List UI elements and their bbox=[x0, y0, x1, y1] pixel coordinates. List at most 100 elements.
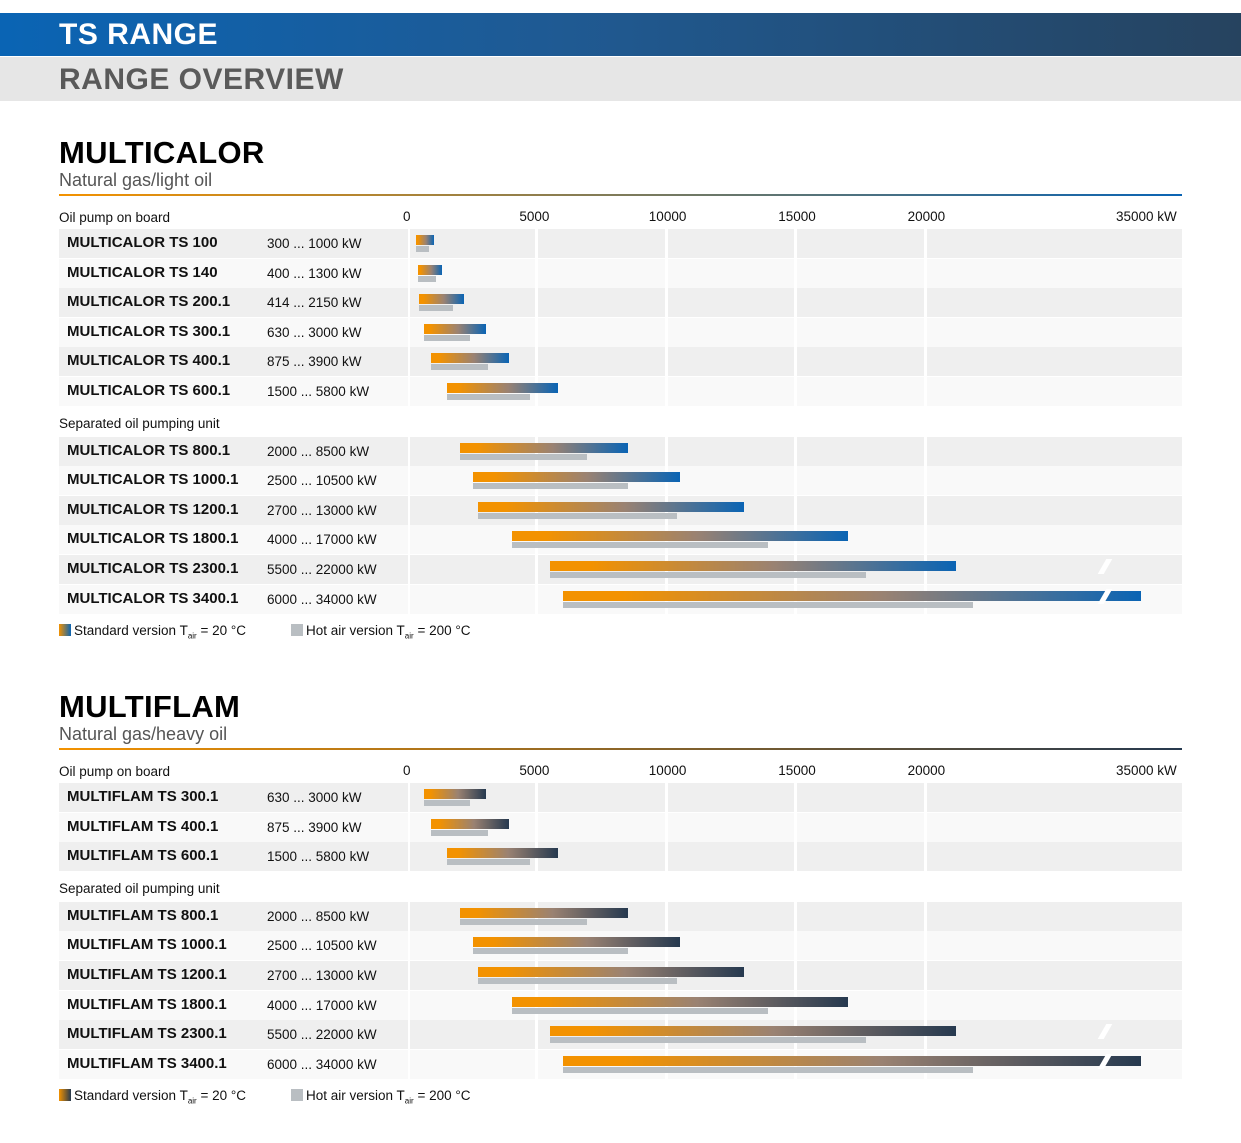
hot-air-bar bbox=[446, 394, 530, 400]
standard-bar bbox=[472, 937, 680, 948]
table-row: MULTIFLAM TS 1000.1 2500 ... 10500 kW bbox=[59, 931, 1182, 961]
standard-bar bbox=[511, 996, 848, 1007]
gridline bbox=[794, 931, 798, 961]
standard-bar bbox=[477, 967, 745, 977]
output-range: 5500 ... 22000 kW bbox=[267, 1027, 377, 1043]
gridline bbox=[923, 901, 927, 931]
legend-swatch-hot-air bbox=[291, 624, 303, 637]
row-label-bg bbox=[59, 1020, 408, 1050]
hot-air-bar bbox=[418, 275, 437, 282]
row-label-bg bbox=[59, 990, 408, 1020]
gridline bbox=[794, 377, 798, 406]
output-range: 2700 ... 13000 kW bbox=[267, 968, 377, 983]
hot-air-bar bbox=[430, 829, 489, 836]
gridline bbox=[664, 842, 668, 872]
output-range: 630 ... 3000 kW bbox=[267, 790, 362, 805]
table-row: MULTIFLAM TS 800.1 2000 ... 8500 kW bbox=[59, 901, 1182, 931]
group-label: Separated oil pumping unit bbox=[59, 415, 220, 431]
legend-item-standard: Standard version Tair = 20 °C bbox=[59, 1088, 247, 1107]
gridline bbox=[794, 317, 798, 347]
x-tick-label: 15000 bbox=[778, 763, 816, 778]
gridline bbox=[535, 317, 539, 347]
gridline bbox=[923, 495, 927, 525]
x-tick-label: 5000 bbox=[519, 209, 550, 224]
gridline bbox=[664, 436, 668, 466]
model-name: MULTIFLAM TS 2300.1 bbox=[67, 1025, 227, 1043]
gridline bbox=[794, 347, 798, 377]
output-range: 414 ... 2150 kW bbox=[267, 295, 362, 311]
legend-suffix: = 20 °C bbox=[196, 1088, 247, 1104]
hot-air-bar bbox=[459, 918, 587, 925]
table-row: MULTIFLAM TS 2300.1 5500 ... 22000 kW bbox=[59, 1020, 1182, 1050]
model-name: MULTICALOR TS 800.1 bbox=[67, 441, 231, 459]
output-range: 630 ... 3000 kW bbox=[267, 324, 362, 340]
gridline bbox=[923, 783, 927, 812]
gridline bbox=[664, 901, 668, 931]
model-name: MULTICALOR TS 1000.1 bbox=[67, 471, 239, 489]
standard-bar bbox=[446, 383, 559, 393]
chart-subtitle: Natural gas/heavy oil bbox=[59, 724, 228, 744]
gridline bbox=[535, 783, 539, 812]
model-name: MULTICALOR TS 600.1 bbox=[67, 382, 231, 399]
legend-swatch-standard bbox=[59, 1089, 71, 1102]
standard-bar bbox=[424, 789, 486, 799]
gridline bbox=[923, 961, 927, 990]
title-rule bbox=[59, 748, 1182, 750]
gridline bbox=[535, 258, 539, 288]
output-range: 2000 ... 8500 kW bbox=[267, 908, 370, 924]
gridline bbox=[535, 555, 539, 584]
gridline bbox=[923, 990, 927, 1020]
gridline bbox=[923, 812, 927, 842]
gridline bbox=[664, 229, 668, 258]
table-row: MULTICALOR TS 300.1 630 ... 3000 kW bbox=[59, 317, 1182, 347]
output-range: 875 ... 3900 kW bbox=[267, 354, 362, 370]
x-tick-label: 0 bbox=[403, 763, 411, 778]
row-label-bg bbox=[59, 555, 408, 584]
title-banner: TS RANGE bbox=[0, 13, 1241, 56]
output-range: 2500 ... 10500 kW bbox=[267, 938, 377, 954]
standard-bar bbox=[550, 561, 957, 571]
model-name: MULTICALOR TS 400.1 bbox=[67, 352, 231, 370]
model-name: MULTIFLAM TS 1000.1 bbox=[67, 936, 227, 954]
hot-air-bar bbox=[550, 1037, 867, 1044]
standard-bar bbox=[415, 235, 434, 245]
x-tick-label: 15000 bbox=[778, 209, 816, 224]
gridline bbox=[923, 931, 927, 961]
table-row: MULTICALOR TS 600.1 1500 ... 5800 kW bbox=[59, 377, 1182, 406]
row-label-bg bbox=[59, 1049, 408, 1079]
table-row: MULTIFLAM TS 1800.1 4000 ... 17000 kW bbox=[59, 990, 1182, 1020]
standard-bar bbox=[511, 531, 848, 542]
hot-air-bar bbox=[418, 305, 454, 312]
gridline bbox=[535, 1049, 539, 1079]
model-name: MULTICALOR TS 1200.1 bbox=[67, 500, 239, 518]
legend-label: Standard version T bbox=[74, 1088, 188, 1104]
row-label-bg bbox=[59, 584, 408, 614]
gridline bbox=[794, 783, 798, 812]
legend: Standard version Tair = 20 °C Hot air ver… bbox=[59, 1088, 471, 1107]
legend-label: Hot air version T bbox=[306, 1088, 405, 1104]
model-name: MULTICALOR TS 100 bbox=[67, 234, 218, 251]
gridline bbox=[923, 317, 927, 347]
hot-air-bar bbox=[424, 334, 471, 341]
hot-air-bar bbox=[472, 483, 628, 490]
gridline bbox=[923, 436, 927, 466]
hot-air-bar bbox=[430, 364, 489, 371]
gridline bbox=[794, 466, 798, 496]
gridline bbox=[794, 495, 798, 525]
table-row: MULTICALOR TS 3400.1 6000 ... 34000 kW bbox=[59, 584, 1182, 614]
legend-subscript: air bbox=[404, 1097, 414, 1107]
legend-subscript: air bbox=[187, 1097, 197, 1107]
page-subtitle: RANGE OVERVIEW bbox=[59, 63, 344, 96]
legend-suffix: = 200 °C bbox=[413, 1088, 471, 1104]
x-tick-label: 35000 kW bbox=[1116, 763, 1177, 778]
title-rule bbox=[59, 194, 1182, 196]
gridline bbox=[923, 466, 927, 496]
hot-air-bar bbox=[550, 572, 867, 578]
output-range: 5500 ... 22000 kW bbox=[267, 562, 377, 577]
x-tick-label: 35000 kW bbox=[1116, 209, 1177, 224]
chart-title: MULTICALOR bbox=[59, 135, 265, 170]
legend-subscript: air bbox=[404, 631, 414, 641]
page-title: TS RANGE bbox=[59, 18, 219, 51]
table-row: MULTIFLAM TS 400.1 875 ... 3900 kW bbox=[59, 812, 1182, 842]
row-label-bg bbox=[59, 377, 408, 406]
